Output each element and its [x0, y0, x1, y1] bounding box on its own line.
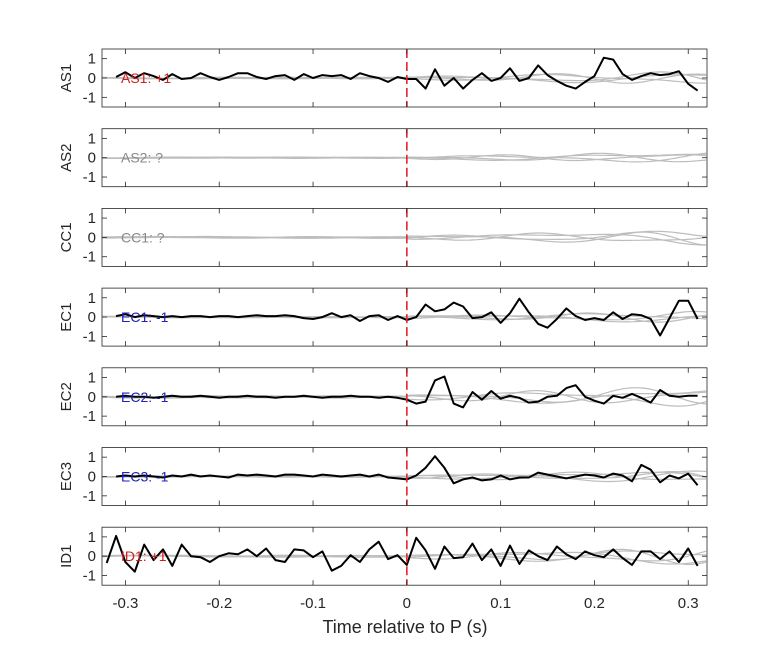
panel-traces	[102, 56, 707, 92]
y-tick-label: 1	[88, 529, 96, 546]
y-tick-label: 0	[88, 70, 96, 87]
y-tick-label: -1	[83, 169, 96, 186]
panel-ylabel: AS1	[58, 64, 75, 92]
y-tick-label: 0	[88, 389, 96, 406]
x-tick-label: 0.1	[490, 595, 511, 612]
panel-as2: -1 0 1 AS2 AS2: ?	[58, 128, 708, 188]
y-tick-label: 0	[88, 150, 96, 167]
panel-traces	[102, 375, 707, 409]
panel-traces	[102, 152, 707, 163]
station-polarity-label: EC2: -1	[121, 389, 169, 405]
x-tick-label: -0.1	[300, 595, 326, 612]
panel-ylabel: EC1	[58, 303, 75, 332]
panel-traces	[102, 534, 707, 573]
y-tick-label: 0	[88, 548, 96, 565]
panel-traces	[102, 297, 707, 337]
panel-ylabel: ID1	[58, 545, 75, 568]
overlay-trace	[102, 231, 707, 246]
y-tick-label: 1	[88, 130, 96, 147]
x-axis: -0.3 -0.2 -0.1 0 0.1 0.2 0.3	[113, 595, 699, 612]
y-tick-label: 0	[88, 469, 96, 486]
panel-ylabel: EC3	[58, 462, 75, 491]
y-tick-label: -1	[83, 568, 96, 585]
y-tick-label: 1	[88, 290, 96, 307]
y-tick-label: 1	[88, 210, 96, 227]
panel-ec1: -1 0 1 EC1 EC1: -1	[58, 287, 708, 347]
panel-ec3: -1 0 1 EC3 EC3: -1	[58, 447, 708, 506]
y-tick-label: -1	[83, 408, 96, 425]
x-axis-label: Time relative to P (s)	[322, 617, 487, 637]
station-polarity-label: CC1: ?	[121, 229, 165, 245]
panel-ec2: -1 0 1 EC2 EC2: -1	[58, 367, 708, 427]
y-tick-label: -1	[83, 89, 96, 106]
panel-ylabel: CC1	[58, 222, 75, 252]
overlay-trace	[102, 548, 707, 566]
x-tick-label: -0.2	[206, 595, 232, 612]
station-polarity-label: AS2: ?	[121, 150, 163, 166]
y-tick-label: 1	[88, 369, 96, 386]
panel-traces	[102, 230, 707, 246]
station-polarity-label: EC1: -1	[121, 309, 169, 325]
trace-line	[105, 534, 699, 573]
overlay-trace	[102, 154, 707, 162]
y-tick-label: 1	[88, 51, 96, 68]
panel-ylabel: AS2	[58, 144, 75, 172]
panel-traces	[102, 455, 707, 486]
station-polarity-label: ID1: +1	[121, 548, 167, 564]
y-tick-label: 0	[88, 229, 96, 246]
panel-id1: -1 0 1 ID1 ID1: +1	[58, 526, 708, 586]
overlay-trace	[102, 312, 707, 323]
x-tick-label: 0.3	[678, 595, 699, 612]
panel-cc1: -1 0 1 CC1 CC1: ?	[58, 207, 708, 267]
station-polarity-label: EC3: -1	[121, 469, 169, 485]
x-tick-label: 0	[403, 595, 411, 612]
y-tick-label: 1	[88, 449, 96, 466]
panels-group: -1 0 1 AS1 AS1: +1 -1 0 1 AS2 AS2: ? -1 0 1 CC1 CC1: ?…	[58, 48, 708, 586]
y-tick-label: -1	[83, 488, 96, 505]
x-tick-label: -0.3	[113, 595, 139, 612]
x-tick-label: 0.2	[584, 595, 605, 612]
y-tick-label: 0	[88, 309, 96, 326]
station-polarity-label: AS1: +1	[121, 70, 171, 86]
y-tick-label: -1	[83, 249, 96, 266]
y-tick-label: -1	[83, 328, 96, 345]
panel-as1: -1 0 1 AS1 AS1: +1	[58, 48, 708, 108]
panel-ylabel: EC2	[58, 382, 75, 411]
